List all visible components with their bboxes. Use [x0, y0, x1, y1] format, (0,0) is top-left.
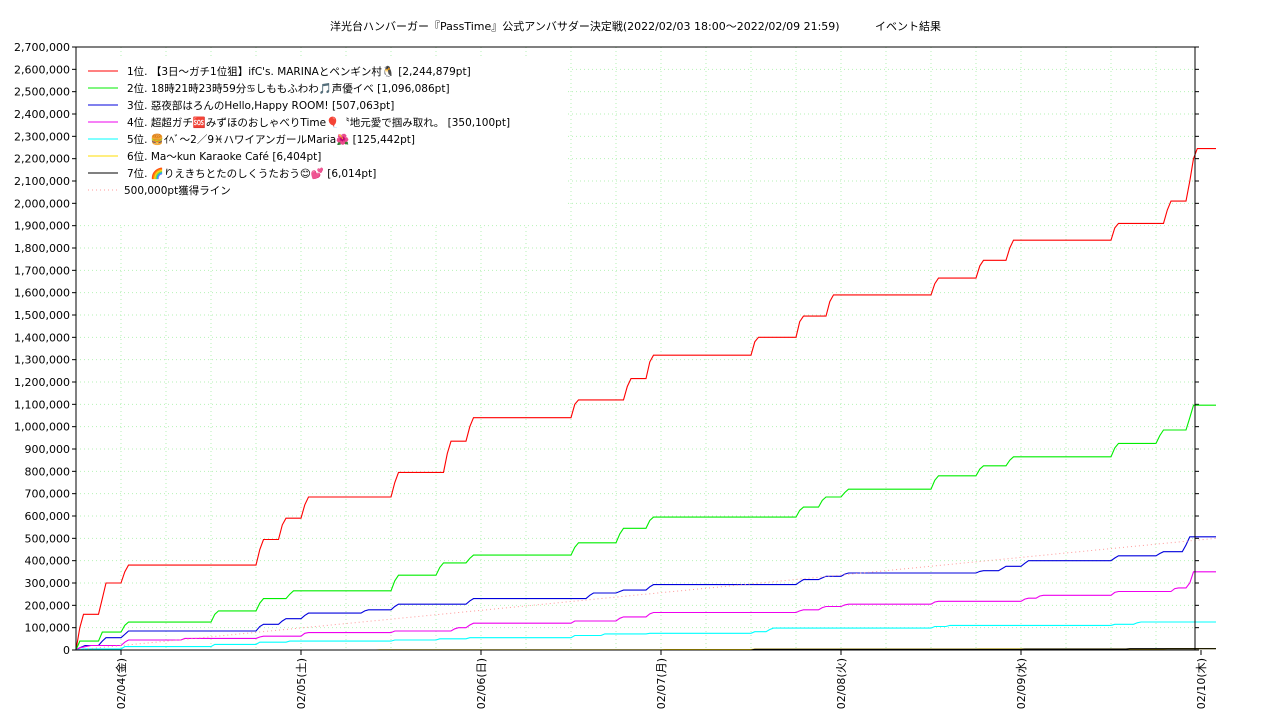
legend-label: 500,000pt獲得ライン — [124, 184, 231, 197]
legend: 1位. 【3日〜ガチ1位狙】ifC's. MARINAとペンギン村🐧 [2,24… — [78, 59, 568, 224]
y-tick-label: 800,000 — [25, 465, 71, 478]
y-tick-label: 1,500,000 — [14, 309, 70, 322]
y-tick-label: 600,000 — [25, 510, 71, 523]
legend-label: 2位. 18時21時23時59分♋しももふわわ🎵声優イベ [1,096,086p… — [127, 82, 450, 95]
x-axis: 02/04(金) 02/05(土) 02/06(日) 02/07(月) 02/08(火)… — [114, 650, 1208, 709]
series-line-3 — [75, 536, 1216, 651]
y-tick-label: 2,700,000 — [14, 41, 70, 54]
y-tick-label: 1,400,000 — [14, 331, 70, 344]
series-line-4 — [75, 571, 1216, 651]
series-line-1 — [75, 148, 1216, 651]
plot-frame — [75, 46, 1196, 651]
chart-title: 洋光台ハンバーガー『PassTime』公式アンバサダー決定戦(2022/02/0… — [330, 19, 840, 33]
x-tick-label: 02/10(木) — [1195, 658, 1208, 709]
y-tick-label: 1,300,000 — [14, 354, 70, 367]
y-tick-label: 2,100,000 — [14, 175, 70, 188]
chart-subtitle: イベント結果 — [875, 19, 941, 33]
y-tick-label: 400,000 — [25, 555, 71, 568]
x-tick-label: 02/06(日) — [475, 658, 488, 709]
series-line-8 — [75, 537, 1217, 651]
y-tick-label: 1,200,000 — [14, 376, 70, 389]
legend-label: 3位. 惡夜部はろんのHello,Happy ROOM! [507,063pt] — [127, 99, 394, 112]
y-tick-label: 2,000,000 — [14, 197, 70, 210]
legend-box — [78, 59, 568, 224]
y-tick-label: 1,000,000 — [14, 421, 70, 434]
legend-label: 1位. 【3日〜ガチ1位狙】ifC's. MARINAとペンギン村🐧 [2,24… — [127, 65, 471, 78]
y-tick-label: 100,000 — [25, 622, 71, 635]
y-tick-label: 1,900,000 — [14, 220, 70, 233]
y-tick-label: 900,000 — [25, 443, 71, 456]
y-tick-label: 700,000 — [25, 488, 71, 501]
y-tick-label: 0 — [63, 644, 70, 657]
y-tick-label: 200,000 — [25, 599, 71, 612]
y-tick-label: 500,000 — [25, 532, 71, 545]
y-axis: 0 100,000 200,000 300,000 400,000 500,000 600,… — [14, 41, 1199, 657]
legend-label: 7位. 🌈りえきちとたのしくうたおう😊💕 [6,014pt] — [127, 167, 376, 180]
x-tick-label: 02/04(金) — [114, 658, 128, 709]
x-tick-label: 02/05(土) — [295, 658, 308, 709]
series-line-5 — [75, 621, 1216, 651]
y-tick-label: 2,300,000 — [14, 130, 70, 143]
y-tick-label: 1,600,000 — [14, 287, 70, 300]
y-tick-label: 2,600,000 — [14, 63, 70, 76]
legend-label: 4位. 超超ガチ🆘みずほのおしゃべりTime🎈〝地元愛で掴み取れ。 [350,1… — [127, 116, 510, 129]
y-tick-label: 1,700,000 — [14, 264, 70, 277]
y-tick-label: 300,000 — [25, 577, 71, 590]
y-tick-label: 2,500,000 — [14, 86, 70, 99]
series-line-2 — [75, 404, 1216, 651]
legend-label: 6位. Ma〜kun Karaoke Café [6,404pt] — [127, 150, 321, 163]
y-tick-label: 2,200,000 — [14, 153, 70, 166]
legend-label: 5位. 🍔ｲﾍﾞ〜2／9♓ハワイアンガールMaria🌺 [125,442pt] — [127, 133, 415, 146]
x-tick-label: 02/07(月) — [655, 658, 668, 709]
x-tick-label: 02/08(火) — [835, 658, 848, 709]
y-tick-label: 2,400,000 — [14, 108, 70, 121]
y-tick-label: 1,800,000 — [14, 242, 70, 255]
x-tick-label: 02/09(水) — [1015, 658, 1028, 709]
y-tick-label: 1,100,000 — [14, 398, 70, 411]
